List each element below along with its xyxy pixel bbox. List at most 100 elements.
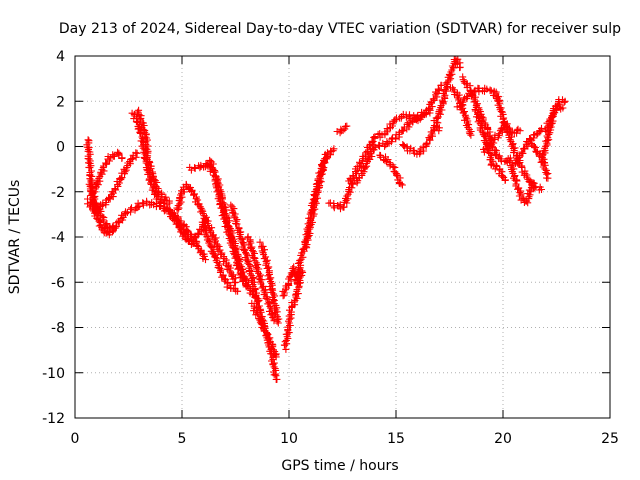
data-point [143,136,151,144]
data-point [194,229,202,237]
data-point [216,186,224,194]
data-point [253,267,261,275]
data-point [202,256,209,264]
data-point [494,132,502,140]
data-point [266,334,274,342]
data-point [387,138,395,146]
data-point [474,109,482,117]
data-point [361,163,369,171]
data-point [549,110,557,117]
data-point [139,125,147,133]
data-point [501,176,509,184]
data-point [194,243,202,250]
data-point [343,192,351,200]
data-point [298,267,306,275]
data-point [299,253,307,261]
data-point [393,171,400,179]
data-point [128,155,136,163]
data-point [446,72,454,80]
data-point [523,173,531,181]
x-tick-label: 10 [280,431,298,447]
data-point [234,287,242,295]
data-point [87,201,95,209]
data-point [293,295,301,302]
data-point [112,224,120,232]
data-points [83,55,569,383]
data-point [255,315,263,323]
data-point [516,127,524,135]
data-point [89,205,96,213]
data-point [526,191,534,199]
data-point [254,310,262,318]
data-point [193,193,200,201]
data-point [504,124,512,132]
data-point [137,129,145,137]
data-point [91,185,99,193]
data-point [459,76,467,84]
data-point [108,228,116,236]
data-point [127,208,135,216]
data-point [356,158,363,166]
data-point [501,121,509,129]
data-point [538,124,545,132]
data-point [349,172,357,180]
data-point [265,298,273,306]
data-point [135,203,143,210]
data-point [281,289,288,297]
data-point [210,168,218,176]
data-point [256,305,264,313]
data-point [249,281,257,289]
data-point [94,181,102,189]
data-point [106,157,113,165]
data-point [234,250,242,258]
data-point [523,138,531,145]
axis-ticks: 0 5 10 15 20 25 -12 -10 -8 -6 -4 -2 0 2 4 [42,49,619,447]
x-tick-label: 20 [494,431,512,447]
data-point [529,179,537,187]
data-point [251,284,259,292]
data-point [199,210,207,218]
data-point [454,94,462,102]
data-point [164,206,172,214]
y-tick-label: -2 [51,185,65,201]
data-point [287,272,295,280]
data-point [274,319,282,327]
data-point [381,157,389,165]
data-point [145,157,153,165]
data-point [263,256,271,264]
y-axis-label: SDTVAR / TECUs [7,180,23,295]
data-point [517,190,525,198]
data-point [423,140,431,148]
data-point [500,114,508,122]
data-point [450,86,458,94]
data-point [210,250,217,258]
data-point [256,238,264,246]
data-point [262,295,270,303]
data-point [200,222,208,230]
data-point [109,151,117,159]
data-point [172,212,179,220]
data-point [257,278,265,286]
data-point [353,170,360,178]
data-point [254,261,262,269]
data-point [410,146,418,154]
data-point [435,127,443,135]
data-point [399,141,407,148]
data-point [392,116,400,123]
data-point [132,149,140,157]
data-point [162,193,170,201]
data-point [488,151,495,159]
data-point [506,136,514,144]
data-point [174,220,182,228]
data-point [143,154,151,162]
data-point [140,122,148,129]
data-point [147,165,155,173]
data-point [371,134,379,142]
data-point [538,186,545,193]
data-point [236,231,244,238]
data-point [544,174,552,182]
data-point [559,104,567,112]
data-point [397,180,405,188]
data-point [339,126,347,134]
data-point [249,248,257,256]
